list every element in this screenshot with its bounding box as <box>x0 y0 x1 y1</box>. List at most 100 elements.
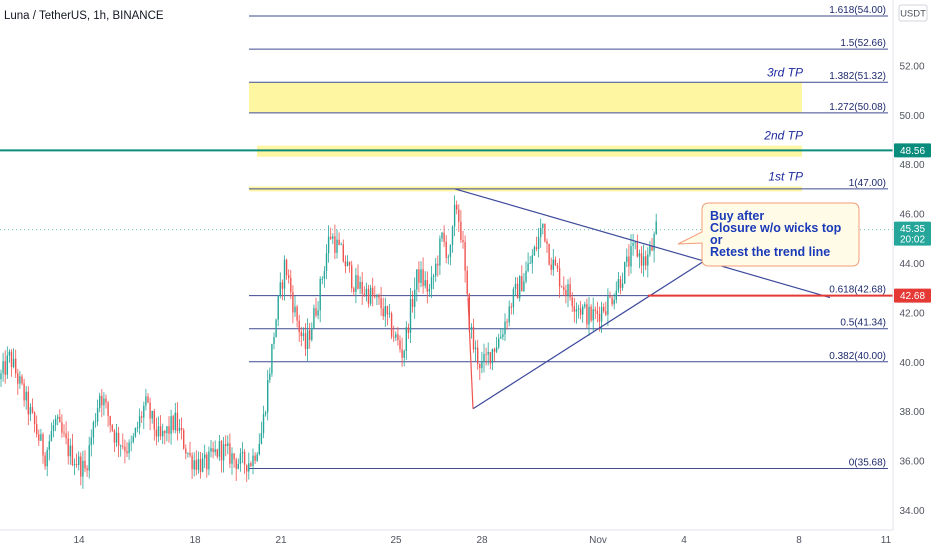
candle-body <box>279 282 281 297</box>
candle-body <box>428 288 431 292</box>
candle-body <box>506 321 508 323</box>
time-tick-label: 4 <box>681 535 687 546</box>
candle <box>603 303 605 314</box>
candle <box>424 271 426 289</box>
candle <box>556 263 559 272</box>
candle-body <box>380 297 382 309</box>
candle <box>330 227 332 240</box>
candle-body <box>313 308 315 329</box>
candle-body <box>239 453 242 464</box>
candle <box>174 402 176 434</box>
candle-body <box>323 271 326 279</box>
candle <box>248 452 250 480</box>
candle <box>254 452 256 464</box>
candle-body <box>262 414 265 434</box>
candle <box>338 232 340 246</box>
candle <box>418 261 420 293</box>
candle <box>456 200 458 215</box>
currency-button[interactable] <box>898 4 928 22</box>
candle-body <box>109 415 111 426</box>
callout-line: Retest the trend line <box>710 245 830 259</box>
candle <box>426 271 428 304</box>
candle <box>514 277 517 296</box>
candle-body <box>73 464 76 466</box>
candle-body <box>376 295 378 297</box>
candle <box>90 429 92 457</box>
candle <box>157 416 160 443</box>
candle <box>369 284 372 306</box>
candle-body <box>283 259 286 289</box>
candle <box>624 261 626 285</box>
candle-body <box>275 319 277 338</box>
candle-body <box>12 358 15 367</box>
candle-body <box>187 453 189 454</box>
candle-body <box>527 263 529 272</box>
candle-body <box>374 296 376 297</box>
time-tick-label: 18 <box>189 535 201 546</box>
candle-body <box>451 226 454 245</box>
candle <box>596 301 599 323</box>
candle-body <box>92 422 95 438</box>
time-tick-label: 25 <box>390 535 402 546</box>
fib-label: 0.382(40.00) <box>829 351 886 362</box>
price-tick-label: 34.00 <box>899 506 924 517</box>
candle <box>512 286 515 315</box>
candle <box>302 327 305 341</box>
candle-body <box>542 223 544 228</box>
candle-body <box>500 336 502 339</box>
candle-body <box>71 445 74 466</box>
candle-body <box>67 438 69 457</box>
tp-label: 2nd TP <box>763 129 803 143</box>
candle-body <box>558 268 561 287</box>
candle-body <box>556 265 559 269</box>
candle <box>388 304 391 319</box>
candle <box>185 444 187 460</box>
candle-body <box>378 295 380 298</box>
price-tick-label: 40.00 <box>899 358 924 369</box>
candle-body <box>63 432 65 434</box>
candle-body <box>57 416 59 419</box>
candle-body <box>487 351 489 355</box>
candle <box>258 433 260 456</box>
candle <box>367 284 370 308</box>
candle-body <box>311 328 313 340</box>
candle <box>451 225 454 253</box>
candle-body <box>407 327 410 333</box>
candle <box>342 239 344 263</box>
tp-zone <box>249 82 802 113</box>
candle <box>218 434 221 461</box>
candle <box>477 339 479 370</box>
candle <box>588 296 590 336</box>
candle <box>183 428 185 450</box>
candle <box>172 414 174 433</box>
candle <box>495 336 498 353</box>
candle-body <box>477 347 479 364</box>
candle-body <box>243 451 246 465</box>
candle <box>31 398 34 414</box>
candle <box>201 453 204 473</box>
candle-body <box>269 373 271 381</box>
candle <box>573 297 575 323</box>
candle <box>638 249 641 269</box>
candle <box>239 448 242 472</box>
candle-body <box>645 256 647 266</box>
candle <box>260 421 263 445</box>
candle-body <box>44 455 46 467</box>
candle-body <box>416 269 418 290</box>
candle <box>334 224 336 260</box>
candle-body <box>65 433 67 439</box>
candle-body <box>260 433 263 444</box>
candle <box>380 286 382 316</box>
candle-body <box>521 276 523 292</box>
candle-body <box>319 278 321 311</box>
candle <box>176 402 179 441</box>
candle-body <box>204 454 206 459</box>
candle-body <box>470 326 473 330</box>
candle <box>485 347 487 366</box>
candle <box>170 409 172 445</box>
candle-body <box>54 418 57 426</box>
candle <box>321 276 323 285</box>
